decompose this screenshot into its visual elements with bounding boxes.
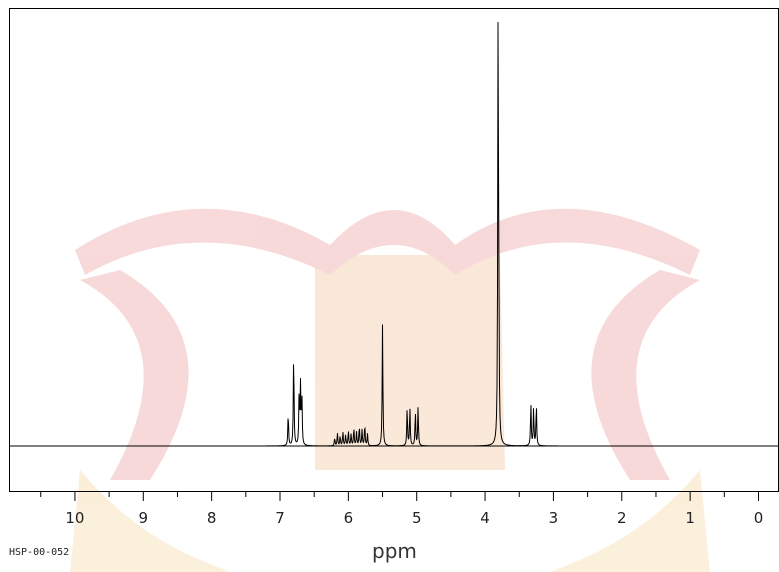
x-tick-label: 0 — [754, 509, 764, 527]
watermark-lower-left — [70, 470, 230, 572]
x-axis-tick-labels: 10 9 8 7 6 5 4 3 2 1 0 — [65, 509, 763, 527]
watermark-arch — [75, 208, 700, 275]
x-tick-label: 5 — [412, 509, 422, 527]
watermark-center-block — [315, 255, 505, 470]
plot-frame — [9, 8, 779, 492]
x-tick-label: 3 — [549, 509, 559, 527]
sample-id-label: HSP-00-052 — [9, 547, 70, 558]
x-tick-label: 2 — [617, 509, 627, 527]
x-tick-label: 7 — [275, 509, 285, 527]
x-axis-title: ppm — [372, 539, 417, 563]
watermark-lower-right — [550, 470, 710, 572]
watermark-left-arc — [80, 270, 189, 480]
watermark-right-arc — [591, 270, 700, 480]
x-tick-label: 6 — [344, 509, 354, 527]
x-tick-label: 1 — [685, 509, 695, 527]
x-tick-label: 8 — [207, 509, 217, 527]
x-axis-ticks — [40, 491, 759, 501]
spectrum-line — [10, 22, 779, 447]
x-tick-label: 4 — [480, 509, 490, 527]
x-tick-label: 10 — [65, 509, 84, 527]
x-tick-label: 9 — [139, 509, 149, 527]
